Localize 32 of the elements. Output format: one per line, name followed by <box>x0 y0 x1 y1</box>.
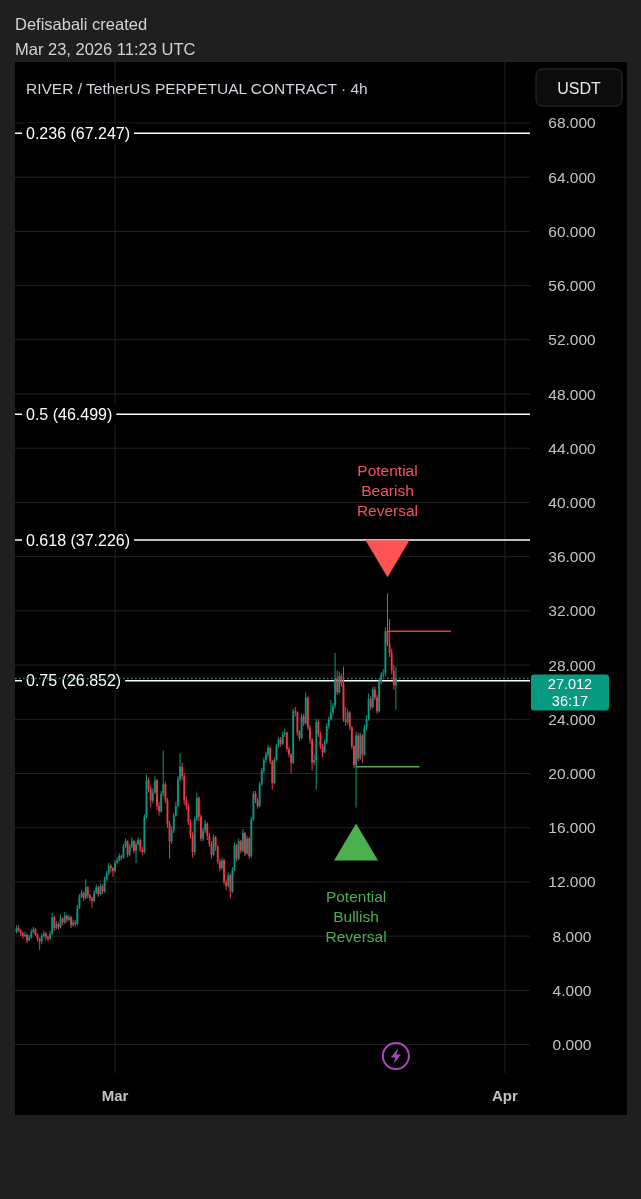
ref-line-label: 27.012 36:17 <box>547 676 593 710</box>
y-tick-label: 0.000 <box>552 1036 592 1054</box>
y-tick-label: 32.000 <box>548 602 597 620</box>
ref-line-label: 0.236 (67.247) <box>26 124 131 142</box>
x-tick-label: Mar <box>101 1086 129 1104</box>
text: RIVER / TetherUS PERPETUAL CONTRACT · 4h <box>26 80 368 97</box>
ref-line-label: 0.618 (37.226) <box>26 531 131 549</box>
y-tick-label: 36.000 <box>548 548 597 566</box>
y-axis-title: USDT <box>557 79 601 97</box>
ref-line-label: 0.5 (46.499) <box>26 405 113 423</box>
y-tick-label: 48.000 <box>548 385 597 403</box>
annotation: Potential Bullish Reversal <box>325 887 387 945</box>
y-tick-label: 60.000 <box>548 222 597 240</box>
y-tick-label: 16.000 <box>548 819 597 837</box>
y-tick-label: 40.000 <box>548 493 597 511</box>
ref-line-label: 0.75 (26.852) <box>26 672 122 690</box>
text: Mar 23, 2026 11:23 UTC <box>15 40 196 58</box>
y-tick-label: 44.000 <box>548 439 597 457</box>
y-tick-label: 4.000 <box>552 981 592 999</box>
y-tick-label: 56.000 <box>548 277 597 295</box>
x-tick-label: Apr <box>491 1086 518 1104</box>
y-tick-label: 24.000 <box>548 710 597 728</box>
y-tick-label: 8.000 <box>552 927 592 945</box>
y-tick-label: 64.000 <box>548 168 597 186</box>
y-tick-label: 52.000 <box>548 331 597 349</box>
y-tick-label: 20.000 <box>548 764 597 782</box>
candlestick <box>47 936 49 942</box>
y-tick-label: 12.000 <box>548 873 597 891</box>
annotation: Potential Bearish Reversal <box>356 461 419 519</box>
y-tick-label: 28.000 <box>548 656 597 674</box>
text: Defisabali created <box>15 15 148 33</box>
y-tick-label: 68.000 <box>548 114 597 132</box>
